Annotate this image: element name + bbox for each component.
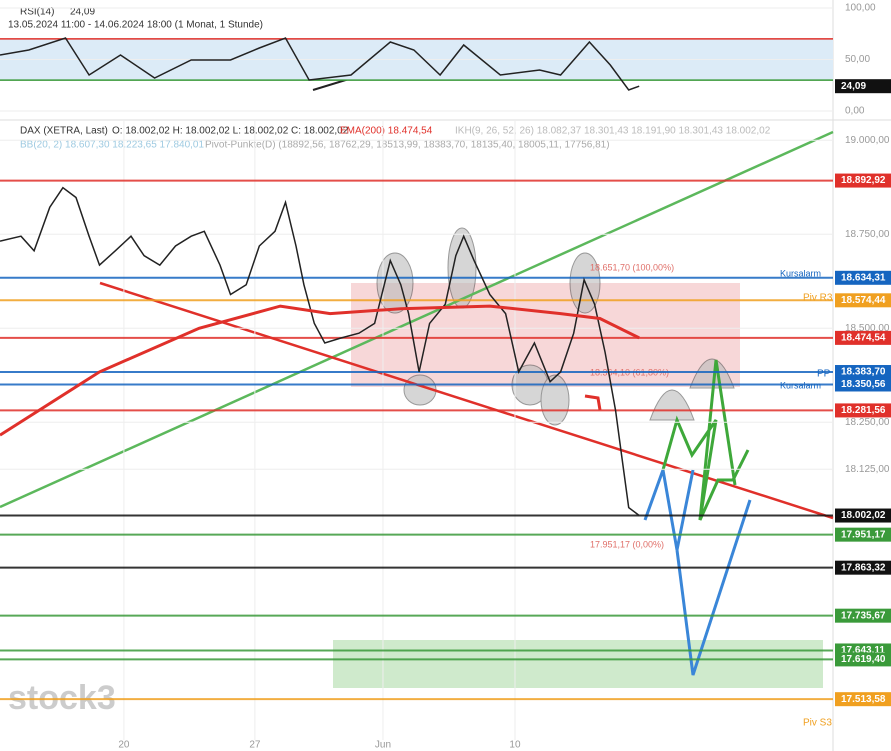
x-tick-label: 20 bbox=[118, 740, 130, 751]
level-tag-label: 18.350,56 bbox=[841, 379, 886, 390]
bb-label: BB(20, 2) 18.607,30 18.223,65 17.840,01 bbox=[20, 140, 204, 151]
series-line bbox=[0, 186, 640, 517]
forecast-green bbox=[661, 415, 750, 521]
period: 13.05.2024 11:00 - 14.06.2024 18:00 (1 M… bbox=[8, 20, 263, 31]
logo: stock3 bbox=[8, 679, 116, 717]
level-tag-box bbox=[835, 173, 891, 188]
forecast-blue bbox=[643, 464, 695, 551]
rsi-title: RSI(14) bbox=[20, 7, 54, 18]
level-tag: 17.863,32 bbox=[835, 560, 891, 575]
level-tag-box bbox=[835, 293, 891, 308]
last-value-label: 24,09 bbox=[841, 81, 866, 92]
y-tick-label: 19.000,00 bbox=[845, 135, 890, 146]
y-tick-label: 18.250,00 bbox=[845, 417, 890, 428]
y-tick-label: 18.125,00 bbox=[845, 464, 890, 475]
series-line bbox=[0, 304, 640, 437]
pivot-label: Pivot-Punkte(D) (18892,56, 18762,29, 185… bbox=[205, 140, 610, 151]
level-tag-label: 18.281,56 bbox=[841, 405, 886, 416]
level-tag-label: 18.574,44 bbox=[841, 295, 886, 306]
x-tick-label: 27 bbox=[249, 740, 261, 751]
x-tick-label: 10 bbox=[509, 740, 521, 751]
level-tag-box bbox=[835, 330, 891, 345]
level-tag-box bbox=[835, 527, 891, 542]
ikh-label: IKH(9, 26, 52, 26) 18.082,37 18.301,43 1… bbox=[455, 126, 771, 137]
y-tick-label: 18.750,00 bbox=[845, 229, 890, 240]
level-tag-label: 17.619,40 bbox=[841, 654, 886, 665]
rsi-value: 24,09 bbox=[70, 7, 95, 18]
level-tag-label: 18.383,70 bbox=[841, 367, 886, 378]
level-tag-box bbox=[835, 377, 891, 392]
level-tag-box bbox=[835, 692, 891, 707]
level-tag-box bbox=[835, 560, 891, 575]
level-tag: 18.474,54 bbox=[835, 330, 891, 345]
level-tag: 18.002,02 bbox=[835, 508, 891, 523]
level-tag-box bbox=[835, 652, 891, 667]
y-tick-label: 50,00 bbox=[845, 54, 870, 65]
price-title: DAX (XETRA, Last) bbox=[20, 126, 108, 137]
level-tag: 18.892,92 bbox=[835, 173, 891, 188]
y-tick-label: 0,00 bbox=[845, 106, 865, 117]
level-tag-label: 17.951,17 bbox=[841, 529, 886, 540]
ohlc: O: 18.002,02 H: 18.002,02 L: 18.002,02 C… bbox=[112, 126, 349, 137]
last-value-box bbox=[835, 79, 891, 94]
ema-label: EMA(200) 18.474,54 bbox=[340, 126, 433, 137]
level-tag-box bbox=[835, 403, 891, 418]
target-zone bbox=[333, 640, 823, 688]
y-tick-label: 100,00 bbox=[845, 3, 876, 14]
level-tag-label: 18.634,31 bbox=[841, 272, 886, 283]
level-tag-label: 17.513,58 bbox=[841, 694, 886, 705]
level-tag-label: 17.863,32 bbox=[841, 562, 886, 573]
y-tick-label: 18.500,00 bbox=[845, 323, 890, 334]
pivot-name: PP bbox=[817, 369, 831, 380]
level-tag: 17.619,40 bbox=[835, 652, 891, 667]
level-tag: 17.735,67 bbox=[835, 608, 891, 623]
level-tag-label: 18.002,02 bbox=[841, 510, 886, 521]
level-tag: 18.350,56 bbox=[835, 377, 891, 392]
forecast-green bbox=[698, 359, 737, 521]
level-tag-box bbox=[835, 608, 891, 623]
level-tag-box bbox=[835, 270, 891, 285]
series-line bbox=[0, 37, 640, 91]
arrow bbox=[584, 394, 602, 411]
level-tag: 18.281,56 bbox=[835, 403, 891, 418]
level-tag-box bbox=[835, 508, 891, 523]
fib-label: 17.951,17 (0,00%) bbox=[590, 539, 664, 549]
level-tag-box bbox=[835, 365, 891, 380]
level-tag: 17.513,58 bbox=[835, 692, 891, 707]
level-tag-label: 17.735,67 bbox=[841, 610, 886, 621]
forecast-blue bbox=[675, 499, 752, 676]
trendline-up bbox=[0, 130, 834, 509]
pivot-name: Piv R3 bbox=[803, 293, 833, 304]
alarm-label: Kursalarm bbox=[780, 268, 821, 278]
level-tag: 17.951,17 bbox=[835, 527, 891, 542]
level-tag-label: 18.892,92 bbox=[841, 175, 886, 186]
fib-label: 18.651,70 (100,00%) bbox=[590, 262, 674, 272]
pivot-name: Piv S3 bbox=[803, 718, 832, 729]
level-tag: 18.574,44 bbox=[835, 293, 891, 308]
level-tag: 18.383,70 bbox=[835, 365, 891, 380]
level-tag-label: 17.643,11 bbox=[841, 645, 885, 656]
level-tag-label: 18.474,54 bbox=[841, 333, 886, 344]
level-tag: 18.634,31 bbox=[835, 270, 891, 285]
x-tick-label: Jun bbox=[375, 740, 391, 751]
